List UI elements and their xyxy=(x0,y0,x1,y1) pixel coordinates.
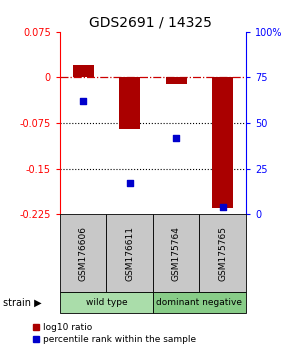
Bar xyxy=(106,214,153,292)
Text: GSM175765: GSM175765 xyxy=(218,225,227,281)
Bar xyxy=(166,78,187,84)
Text: strain ▶: strain ▶ xyxy=(3,298,42,308)
Bar xyxy=(73,65,94,78)
Text: wild type: wild type xyxy=(86,298,127,307)
Text: dominant negative: dominant negative xyxy=(157,298,242,307)
Point xyxy=(128,180,132,186)
Bar xyxy=(119,78,140,129)
Bar xyxy=(200,214,246,292)
Text: GSM175764: GSM175764 xyxy=(172,225,181,281)
Point xyxy=(220,204,225,210)
Bar xyxy=(153,292,246,313)
Bar xyxy=(60,214,106,292)
Point xyxy=(174,135,178,141)
Text: GSM176611: GSM176611 xyxy=(125,225,134,281)
Bar xyxy=(153,214,200,292)
Bar xyxy=(212,78,233,208)
Point xyxy=(81,98,86,104)
Legend: log10 ratio, percentile rank within the sample: log10 ratio, percentile rank within the … xyxy=(28,320,200,348)
Text: GSM176606: GSM176606 xyxy=(79,225,88,281)
Text: GDS2691 / 14325: GDS2691 / 14325 xyxy=(88,16,212,30)
Bar xyxy=(60,292,153,313)
